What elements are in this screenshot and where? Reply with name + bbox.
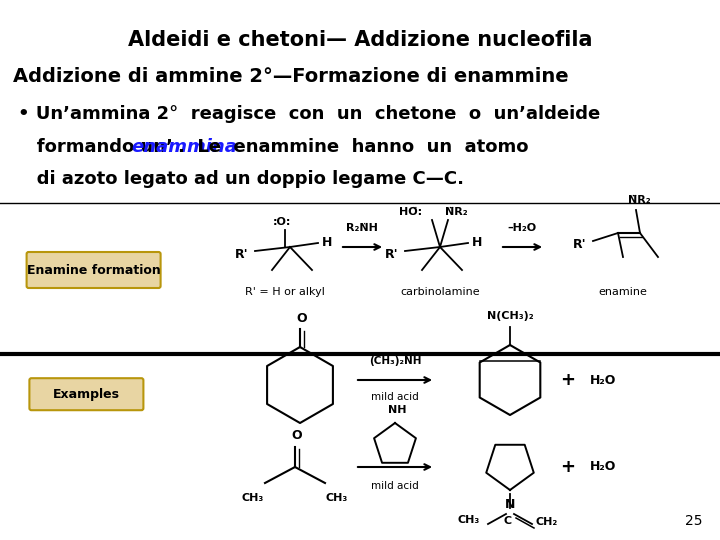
Text: 25: 25 (685, 514, 702, 528)
Text: mild acid: mild acid (371, 481, 419, 491)
Text: CH₃: CH₃ (242, 493, 264, 503)
Text: carbinolamine: carbinolamine (400, 287, 480, 297)
Text: CH₃: CH₃ (326, 493, 348, 503)
Text: enamine: enamine (598, 287, 647, 297)
Text: R₂N̈H: R₂N̈H (346, 223, 378, 233)
Text: HÖ:: HÖ: (399, 207, 422, 217)
Text: (CH₃)₂NH: (CH₃)₂NH (369, 356, 421, 366)
Text: H: H (322, 237, 333, 249)
Text: N(CH₃)₂: N(CH₃)₂ (487, 311, 534, 321)
Text: Addizione di ammine 2°—Formazione di enammine: Addizione di ammine 2°—Formazione di ena… (13, 68, 569, 86)
Text: di azoto legato ad un doppio legame C—C.: di azoto legato ad un doppio legame C—C. (18, 170, 464, 188)
Text: H: H (472, 237, 482, 249)
Text: CH₃: CH₃ (458, 515, 480, 525)
FancyBboxPatch shape (30, 378, 143, 410)
Text: mild acid: mild acid (371, 392, 419, 402)
Text: Enamine formation: Enamine formation (27, 264, 161, 276)
Text: H₂O: H₂O (590, 374, 616, 387)
Text: R' = H or alkyl: R' = H or alkyl (245, 287, 325, 297)
FancyBboxPatch shape (27, 252, 161, 288)
Text: CH₂: CH₂ (536, 517, 558, 527)
Text: N̈R₂: N̈R₂ (445, 207, 467, 217)
Text: :O:: :O: (273, 217, 291, 227)
Text: +: + (560, 371, 575, 389)
Text: R': R' (385, 248, 399, 261)
Text: H₂O: H₂O (590, 461, 616, 474)
Text: Examples: Examples (53, 388, 120, 401)
Text: R': R' (573, 239, 587, 252)
Text: N: N (505, 498, 516, 511)
Text: –H₂O: –H₂O (508, 223, 536, 233)
Text: +: + (560, 458, 575, 476)
Text: O: O (292, 429, 302, 442)
Text: R': R' (235, 248, 249, 261)
Text: NH: NH (388, 405, 406, 415)
Text: • Un’ammina 2°  reagisce  con  un  chetone  o  un’aldeide: • Un’ammina 2° reagisce con un chetone o… (18, 105, 600, 123)
Text: Aldeidi e chetoni— Addizione nucleofila: Aldeidi e chetoni— Addizione nucleofila (127, 30, 593, 50)
Text: enammina: enammina (131, 138, 237, 156)
Text: C: C (504, 516, 512, 526)
Text: N̈R₂: N̈R₂ (628, 195, 651, 205)
Text: formando un’: formando un’ (18, 138, 173, 156)
Text: .  Le  enammine  hanno  un  atomo: . Le enammine hanno un atomo (178, 138, 528, 156)
Text: O: O (297, 312, 307, 325)
